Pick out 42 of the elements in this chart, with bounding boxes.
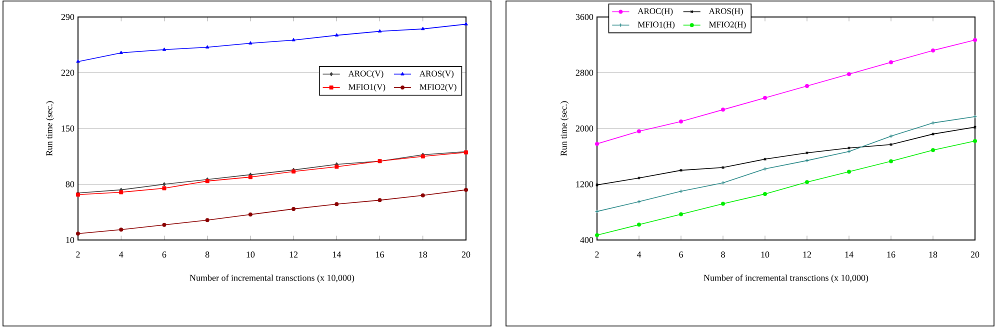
x-tick-label: 10: [761, 252, 770, 258]
legend-label: MFIO2(H): [709, 21, 746, 30]
x-tick-label: 18: [419, 252, 428, 258]
x-tick-label: 2: [76, 252, 80, 258]
y-tick-label: 80: [66, 181, 74, 188]
y-axis-title: Run time (sec.): [560, 101, 569, 156]
x-tick-label: 20: [462, 252, 470, 258]
x-tick-label: 16: [376, 252, 384, 258]
legend-label: MFIO1(H): [638, 21, 675, 30]
x-axis-title: Number of incremental transctions (x 10,000): [190, 274, 354, 283]
y-tick-label: 10: [66, 236, 74, 244]
x-tick-label: 16: [887, 252, 896, 258]
x-tick-label: 8: [721, 252, 725, 258]
y-tick-label: 290: [61, 14, 74, 20]
x-tick-label: 4: [119, 252, 124, 258]
x-tick-label: 6: [162, 252, 166, 258]
y-tick-label: 150: [62, 125, 74, 132]
y-tick-label: 400: [580, 236, 594, 244]
x-axis-title: Number of incremental transctions (x 10,000): [704, 274, 868, 283]
legend-label: AROC(V): [348, 70, 384, 78]
x-tick-label: 10: [246, 252, 255, 258]
y-tick-label: 3600: [576, 14, 594, 20]
y-axis-title: Run time (sec.): [46, 101, 54, 156]
legend-label: AROS(V): [420, 70, 454, 78]
x-tick-label: 14: [332, 252, 342, 258]
legend-label: AROS(H): [708, 8, 743, 16]
y-tick-label: 2000: [576, 125, 594, 132]
x-tick-label: 8: [205, 252, 210, 258]
x-tick-label: 14: [845, 252, 854, 258]
x-tick-label: 18: [929, 252, 938, 258]
x-tick-label: 2: [595, 252, 599, 258]
y-tick-label: 220: [61, 70, 74, 76]
x-tick-label: 12: [290, 252, 298, 258]
x-tick-label: 12: [803, 252, 812, 258]
y-tick-label: 1200: [576, 181, 594, 188]
legend-label: MFIO1(V): [348, 84, 386, 92]
x-tick-label: 20: [970, 252, 980, 258]
x-tick-label: 6: [679, 252, 683, 258]
y-tick-label: 2800: [576, 70, 594, 76]
legend-label: MFIO2(V): [420, 84, 456, 92]
legend-label: AROC(H): [638, 8, 673, 16]
x-tick-label: 4: [636, 252, 642, 258]
